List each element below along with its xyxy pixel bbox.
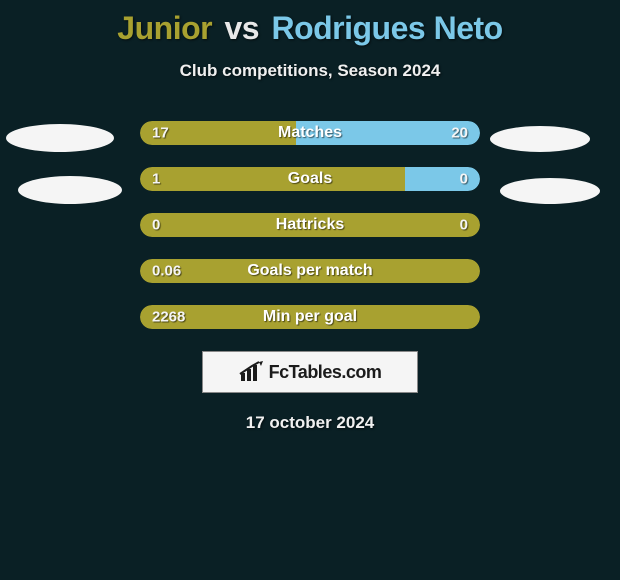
stat-value-right: 0 [460, 171, 468, 188]
stat-bar-right [405, 167, 480, 191]
stat-value-left: 0.06 [152, 263, 181, 280]
stat-bar-left [140, 167, 405, 191]
player2-avatar-head [490, 126, 590, 152]
snapshot-date: 17 october 2024 [0, 413, 620, 433]
bars-icon [239, 361, 265, 383]
stat-value-left: 0 [152, 217, 160, 234]
stat-value-left: 17 [152, 125, 169, 142]
stat-label: Goals per match [247, 262, 372, 280]
stat-label: Hattricks [276, 216, 344, 234]
stat-row: 2268 Min per goal [140, 305, 480, 329]
fctables-logo: FcTables.com [239, 361, 382, 383]
stat-label: Min per goal [263, 308, 357, 326]
stat-value-left: 2268 [152, 309, 185, 326]
fctables-logo-box[interactable]: FcTables.com [202, 351, 418, 393]
stat-row: 0.06 Goals per match [140, 259, 480, 283]
stat-value-right: 0 [460, 217, 468, 234]
stat-row: 1 0 Goals [140, 167, 480, 191]
page-title: Junior vs Rodrigues Neto [0, 0, 620, 47]
stat-row: 17 20 Matches [140, 121, 480, 145]
stat-row: 0 0 Hattricks [140, 213, 480, 237]
player2-avatar-body [500, 178, 600, 204]
player1-name: Junior [117, 10, 212, 46]
comparison-bars: 17 20 Matches 1 0 Goals 0 0 Hattricks 0.06 Goals p… [140, 121, 480, 329]
stat-value-right: 20 [451, 125, 468, 142]
fctables-logo-text: FcTables.com [269, 362, 382, 383]
stat-value-left: 1 [152, 171, 160, 188]
player1-avatar-head [6, 124, 114, 152]
player1-avatar-body [18, 176, 122, 204]
vs-separator: vs [224, 10, 259, 46]
stat-label: Goals [288, 170, 332, 188]
player2-name: Rodrigues Neto [271, 10, 502, 46]
stat-label: Matches [278, 124, 342, 142]
subtitle: Club competitions, Season 2024 [0, 61, 620, 81]
